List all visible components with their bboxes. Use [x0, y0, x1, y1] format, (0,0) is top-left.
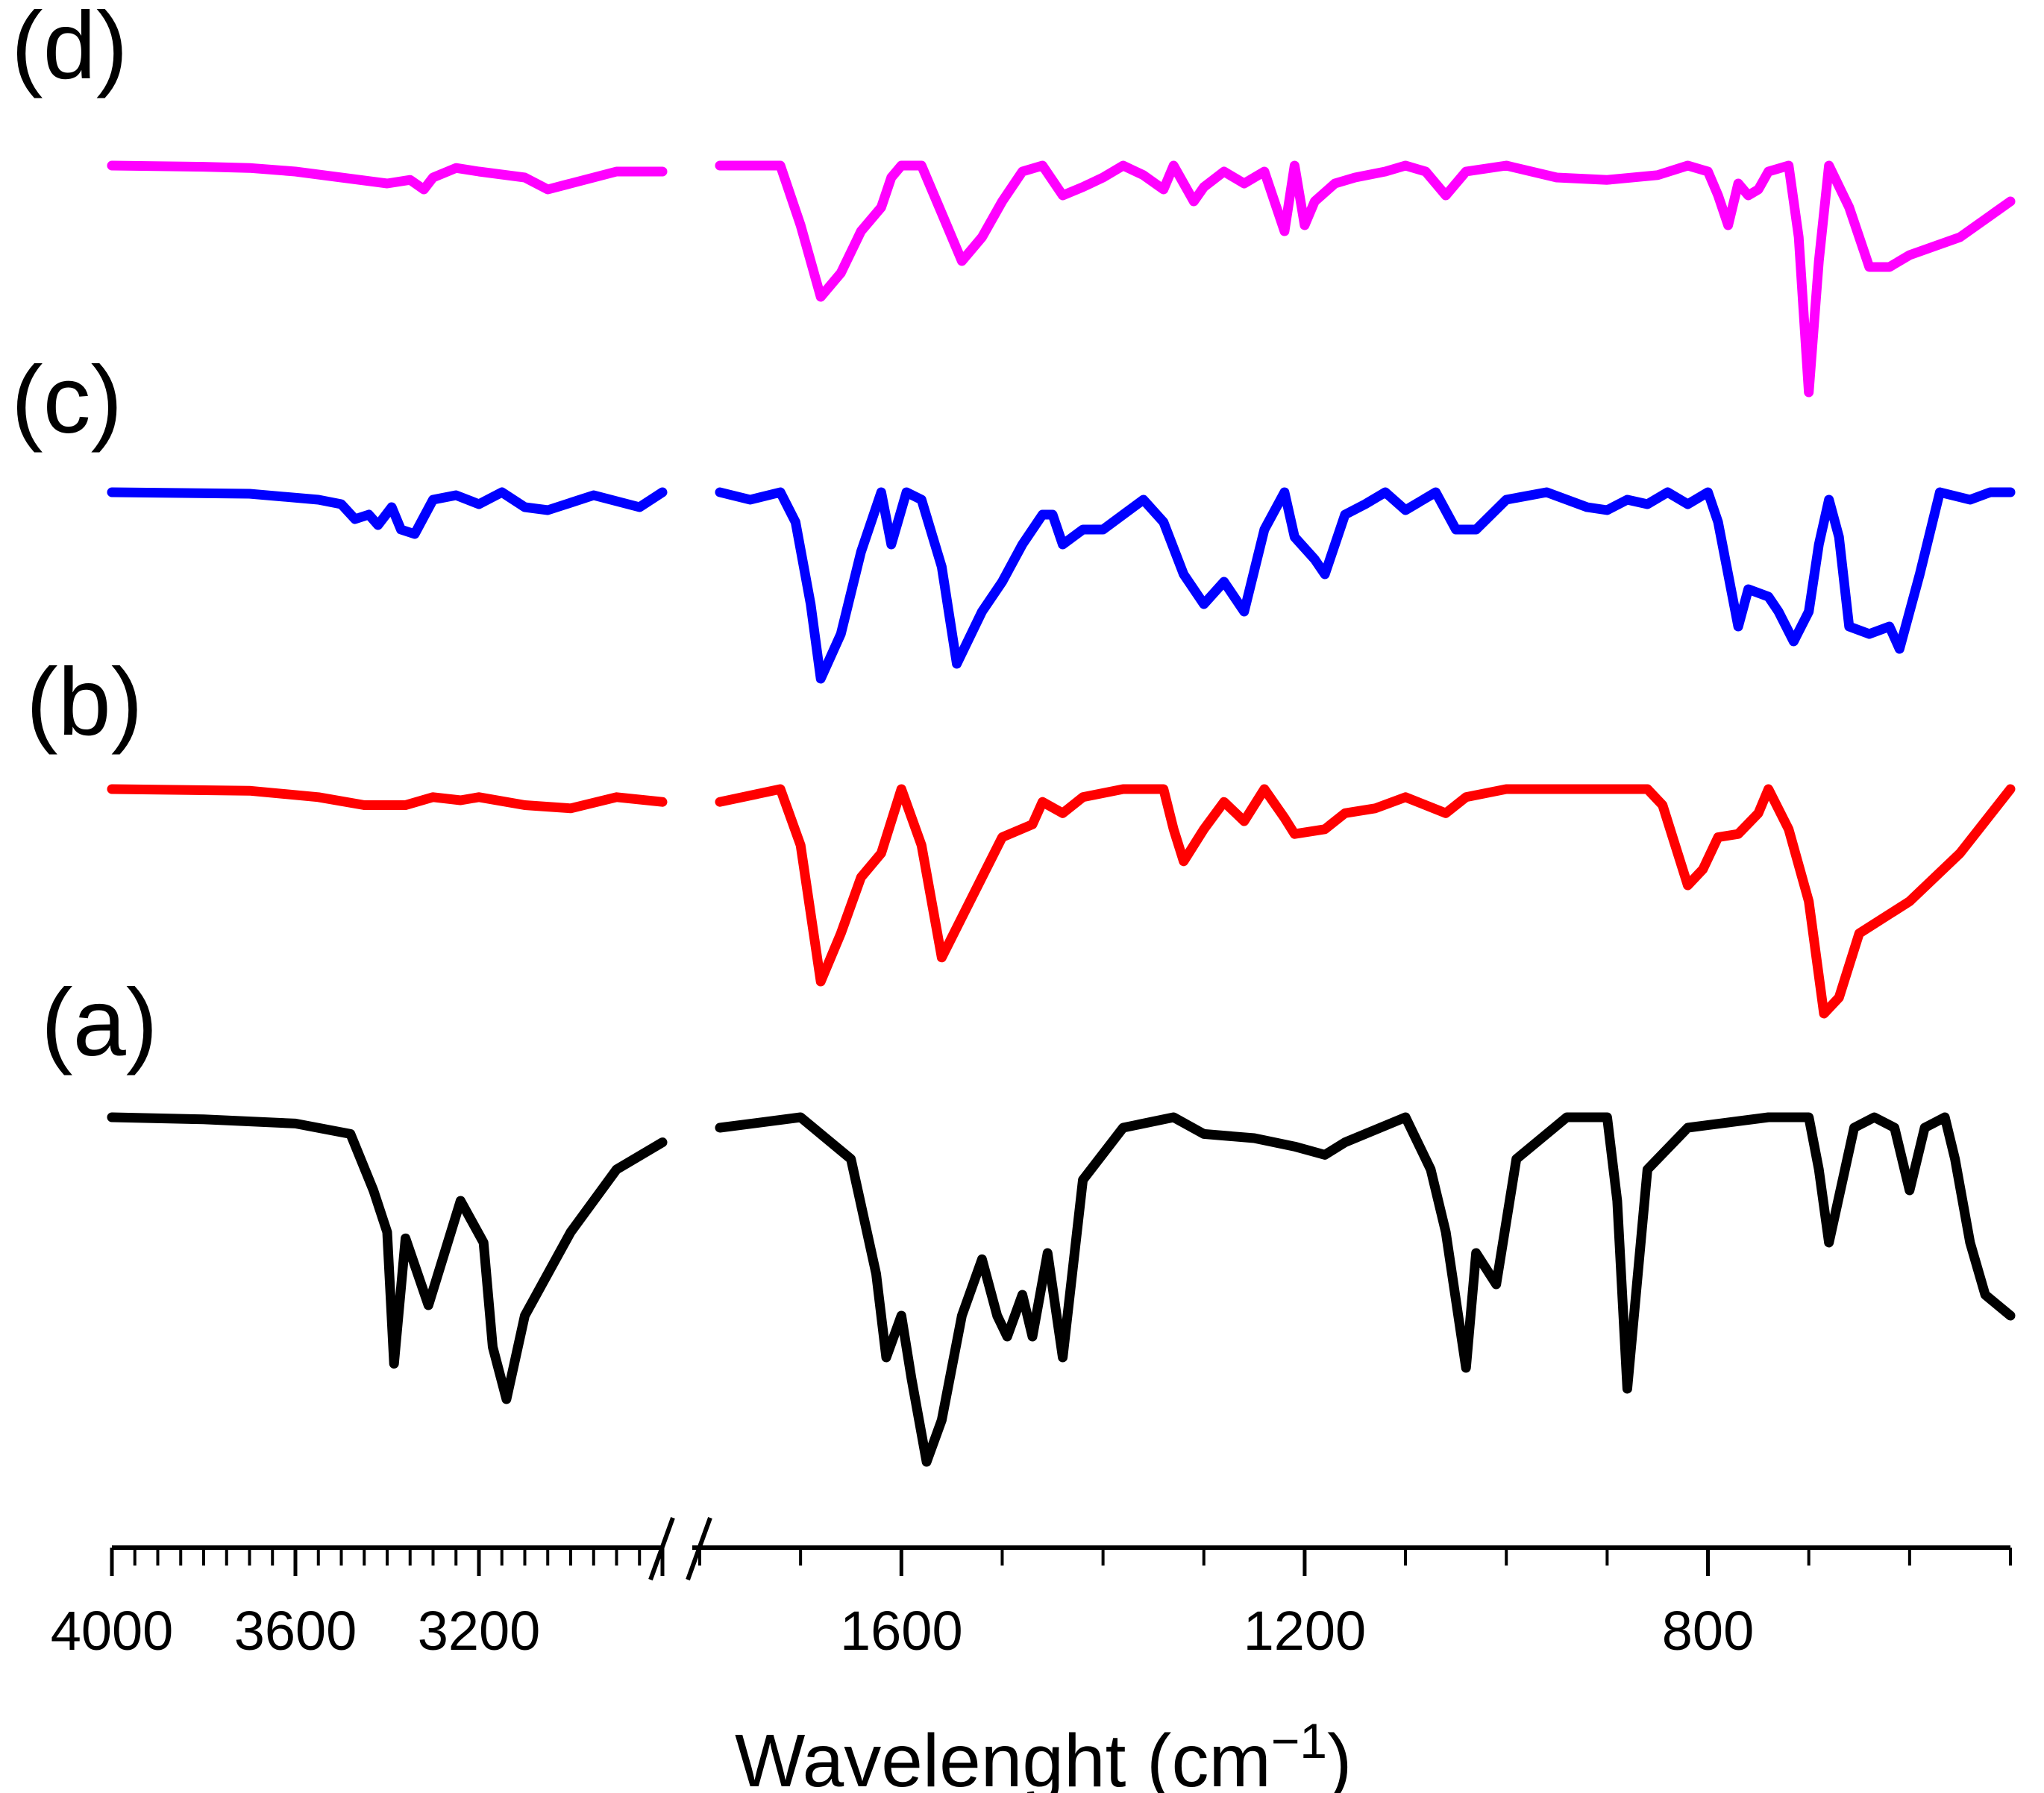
- series-c-segment-2: [715, 487, 2016, 684]
- series-d-segment-2: [715, 160, 2016, 398]
- x-tick-label: 4000: [51, 1600, 174, 1662]
- label-b: (b): [26, 649, 142, 756]
- label-c: (c): [11, 347, 122, 453]
- series-a-segment-2: [715, 1112, 2016, 1467]
- x-tick-label: 1600: [840, 1600, 963, 1662]
- label-d: (d): [11, 0, 128, 99]
- label-a: (a): [41, 970, 157, 1076]
- x-axis-title-superscript: −1: [1271, 1713, 1327, 1768]
- x-tick-label: 3600: [234, 1600, 357, 1662]
- series-d-segment-1: [107, 160, 668, 195]
- series-c-segment-1: [107, 487, 668, 539]
- series-b-segment-1: [107, 784, 668, 814]
- series-a-segment-1: [107, 1112, 668, 1404]
- x-axis-title-main: Wavelenght (cm: [735, 1719, 1271, 1793]
- x-axis: 4000 3600 3200 1600 1200 800: [51, 1516, 2012, 1662]
- x-axis-title-suffix: ): [1327, 1719, 1352, 1793]
- spectra-traces: [107, 160, 2016, 1467]
- x-tick-label: 3200: [418, 1600, 541, 1662]
- x-tick-label: 800: [1662, 1600, 1754, 1662]
- series-b-segment-2: [715, 784, 2016, 1019]
- x-axis-title: Wavelenght (cm−1): [735, 1713, 1352, 1793]
- x-tick-label: 1200: [1244, 1600, 1367, 1662]
